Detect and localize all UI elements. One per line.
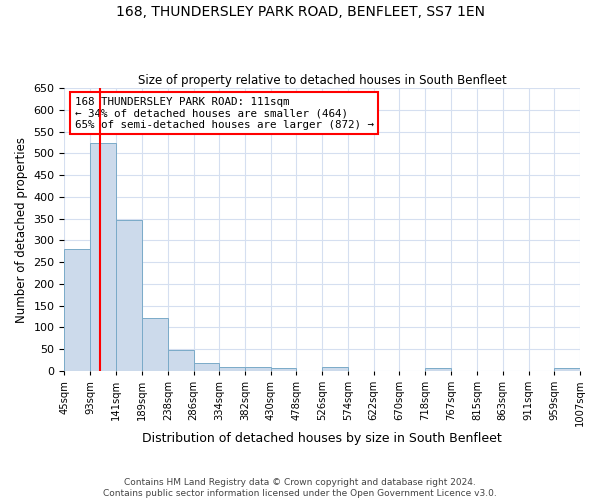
Bar (322, 368, 348, 371)
Bar (168, 350, 194, 371)
Bar (90, 144, 116, 371)
Text: Contains HM Land Registry data © Crown copyright and database right 2024.
Contai: Contains HM Land Registry data © Crown c… (103, 478, 497, 498)
Title: Size of property relative to detached houses in South Benfleet: Size of property relative to detached ho… (138, 74, 506, 87)
Bar (64, 249, 90, 371)
Bar (219, 366, 245, 371)
Bar (245, 366, 271, 371)
Bar (116, 220, 142, 371)
Bar (425, 368, 451, 371)
Bar (271, 368, 296, 371)
Text: 168, THUNDERSLEY PARK ROAD, BENFLEET, SS7 1EN: 168, THUNDERSLEY PARK ROAD, BENFLEET, SS… (115, 5, 485, 19)
Y-axis label: Number of detached properties: Number of detached properties (15, 136, 28, 322)
Text: 168 THUNDERSLEY PARK ROAD: 111sqm
← 34% of detached houses are smaller (464)
65%: 168 THUNDERSLEY PARK ROAD: 111sqm ← 34% … (75, 96, 374, 130)
Bar (554, 368, 580, 371)
Bar (142, 318, 168, 371)
Bar (194, 363, 219, 371)
X-axis label: Distribution of detached houses by size in South Benfleet: Distribution of detached houses by size … (142, 432, 502, 445)
